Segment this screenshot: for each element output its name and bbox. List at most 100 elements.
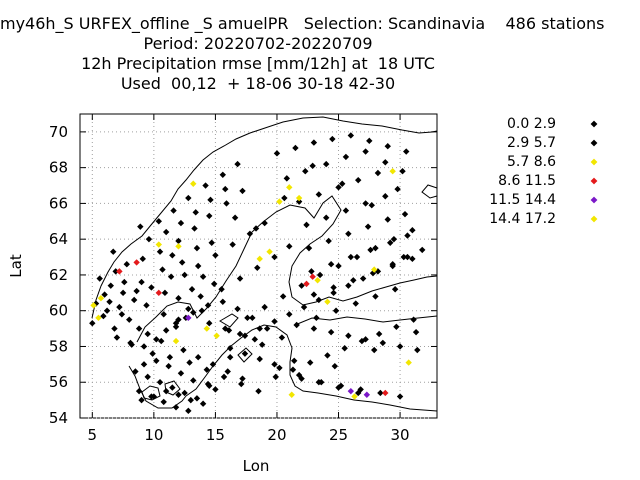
data-point-series-1 (194, 354, 202, 361)
data-point-series-1 (132, 368, 139, 375)
data-point-series-2 (371, 346, 378, 354)
data-point-series-1 (118, 311, 126, 318)
data-point-series-1 (153, 336, 160, 343)
data-point-series-1 (404, 253, 411, 261)
data-point-series-1 (192, 209, 199, 216)
data-point-series-1 (175, 316, 182, 323)
data-point-series-3 (266, 248, 273, 255)
data-point-series-1 (246, 230, 254, 238)
data-point-series-1 (161, 289, 169, 297)
x-tick-label: 15 (206, 426, 225, 444)
data-point-series-1 (236, 275, 244, 282)
data-point-series-1 (355, 389, 362, 397)
y-tick-label: 64 (49, 230, 68, 248)
data-point-series-3 (90, 302, 97, 309)
data-point-series-1 (382, 193, 389, 200)
data-point-series-1 (367, 246, 374, 254)
data-point-series-1 (178, 259, 186, 266)
data-point-series-1 (143, 302, 150, 309)
data-point-series-3 (371, 266, 378, 273)
data-point-series-1 (170, 207, 177, 214)
data-point-series-2 (198, 307, 206, 314)
data-point-series-1 (126, 316, 133, 323)
data-point-series-1 (327, 328, 335, 336)
data-point-series-1 (286, 243, 293, 250)
legend-label-3: 5.7 8.6 (507, 154, 556, 170)
data-point-series-4 (309, 273, 316, 280)
data-point-series-1 (330, 289, 337, 297)
data-point-series-1 (199, 400, 207, 407)
data-point-series-1 (181, 389, 188, 397)
data-point-series-1 (206, 320, 213, 327)
data-point-series-1 (138, 396, 145, 404)
legend-marker-1 (590, 120, 598, 128)
data-point-series-1 (234, 305, 241, 313)
data-point-series-3 (314, 277, 321, 284)
data-point-series-1 (310, 291, 318, 298)
legend: 0.0 2.9 2.9 5.7 5.7 8.6 8.6 11.5 11.5 14.4 14… (489, 116, 598, 227)
data-point-series-2 (289, 366, 297, 373)
data-point-series-1 (100, 312, 107, 320)
data-point-series-1 (313, 314, 320, 322)
data-point-series-1 (226, 354, 234, 361)
data-point-series-2 (281, 194, 288, 202)
data-point-series-1 (112, 268, 119, 275)
data-point-series-1 (160, 311, 167, 318)
data-point-series-2 (208, 239, 215, 246)
data-point-series-1 (271, 253, 278, 261)
data-point-series-1 (239, 187, 246, 195)
y-axis-ticks: 54 56 58 60 62 64 66 68 70 (49, 123, 437, 427)
x-tick-label: 5 (88, 426, 98, 444)
data-point-series-1 (401, 210, 409, 218)
data-point-series-2 (400, 253, 407, 261)
data-point-series-1 (384, 216, 391, 223)
data-point-series-1 (226, 345, 234, 352)
data-point-series-1 (300, 303, 308, 311)
data-point-series-2 (225, 327, 233, 334)
data-point-series-1 (335, 184, 342, 191)
data-point-series-1 (308, 268, 315, 275)
data-point-series-1 (193, 395, 201, 402)
data-point-series-2 (324, 352, 331, 359)
data-point-series-2 (89, 320, 96, 327)
data-point-series-1 (315, 191, 323, 198)
data-point-series-1 (150, 393, 158, 400)
data-point-series-1 (310, 325, 318, 332)
data-point-series-1 (144, 330, 151, 338)
y-tick-label: 68 (49, 159, 68, 177)
data-point-series-1 (323, 214, 330, 221)
data-point-series-1 (212, 252, 219, 259)
data-point-series-1 (249, 314, 256, 322)
data-point-series-1 (177, 219, 185, 227)
data-point-series-1 (188, 286, 196, 293)
data-point-series-1 (206, 212, 213, 220)
data-point-series-1 (209, 361, 217, 368)
data-point-series-1 (303, 221, 310, 229)
data-point-series-1 (366, 137, 373, 145)
data-point-series-2 (138, 278, 145, 286)
data-point-series-1 (295, 198, 303, 205)
data-point-series-1 (241, 332, 249, 339)
data-point-series-1 (202, 182, 209, 189)
data-point-series-4 (155, 289, 162, 297)
data-point-series-1 (239, 375, 246, 382)
data-point-series-2 (341, 345, 348, 352)
data-point-series-1 (144, 373, 151, 381)
data-point-series-5 (363, 391, 371, 398)
legend-label-6: 14.4 17.2 (489, 211, 556, 227)
data-point-series-1 (106, 298, 113, 305)
data-point-series-1 (139, 255, 146, 263)
data-point-series-1 (353, 253, 361, 261)
data-point-series-1 (327, 261, 335, 268)
data-point-series-2 (137, 223, 144, 230)
data-point-series-1 (335, 262, 342, 270)
data-point-series-1 (332, 307, 340, 314)
data-point-series-1 (223, 200, 230, 207)
data-point-series-2 (238, 380, 245, 388)
data-point-series-1 (113, 334, 121, 341)
data-point-series-1 (399, 168, 406, 175)
data-point-series-1 (347, 132, 355, 139)
data-point-series-1 (352, 300, 359, 307)
data-point-series-1 (145, 235, 153, 243)
